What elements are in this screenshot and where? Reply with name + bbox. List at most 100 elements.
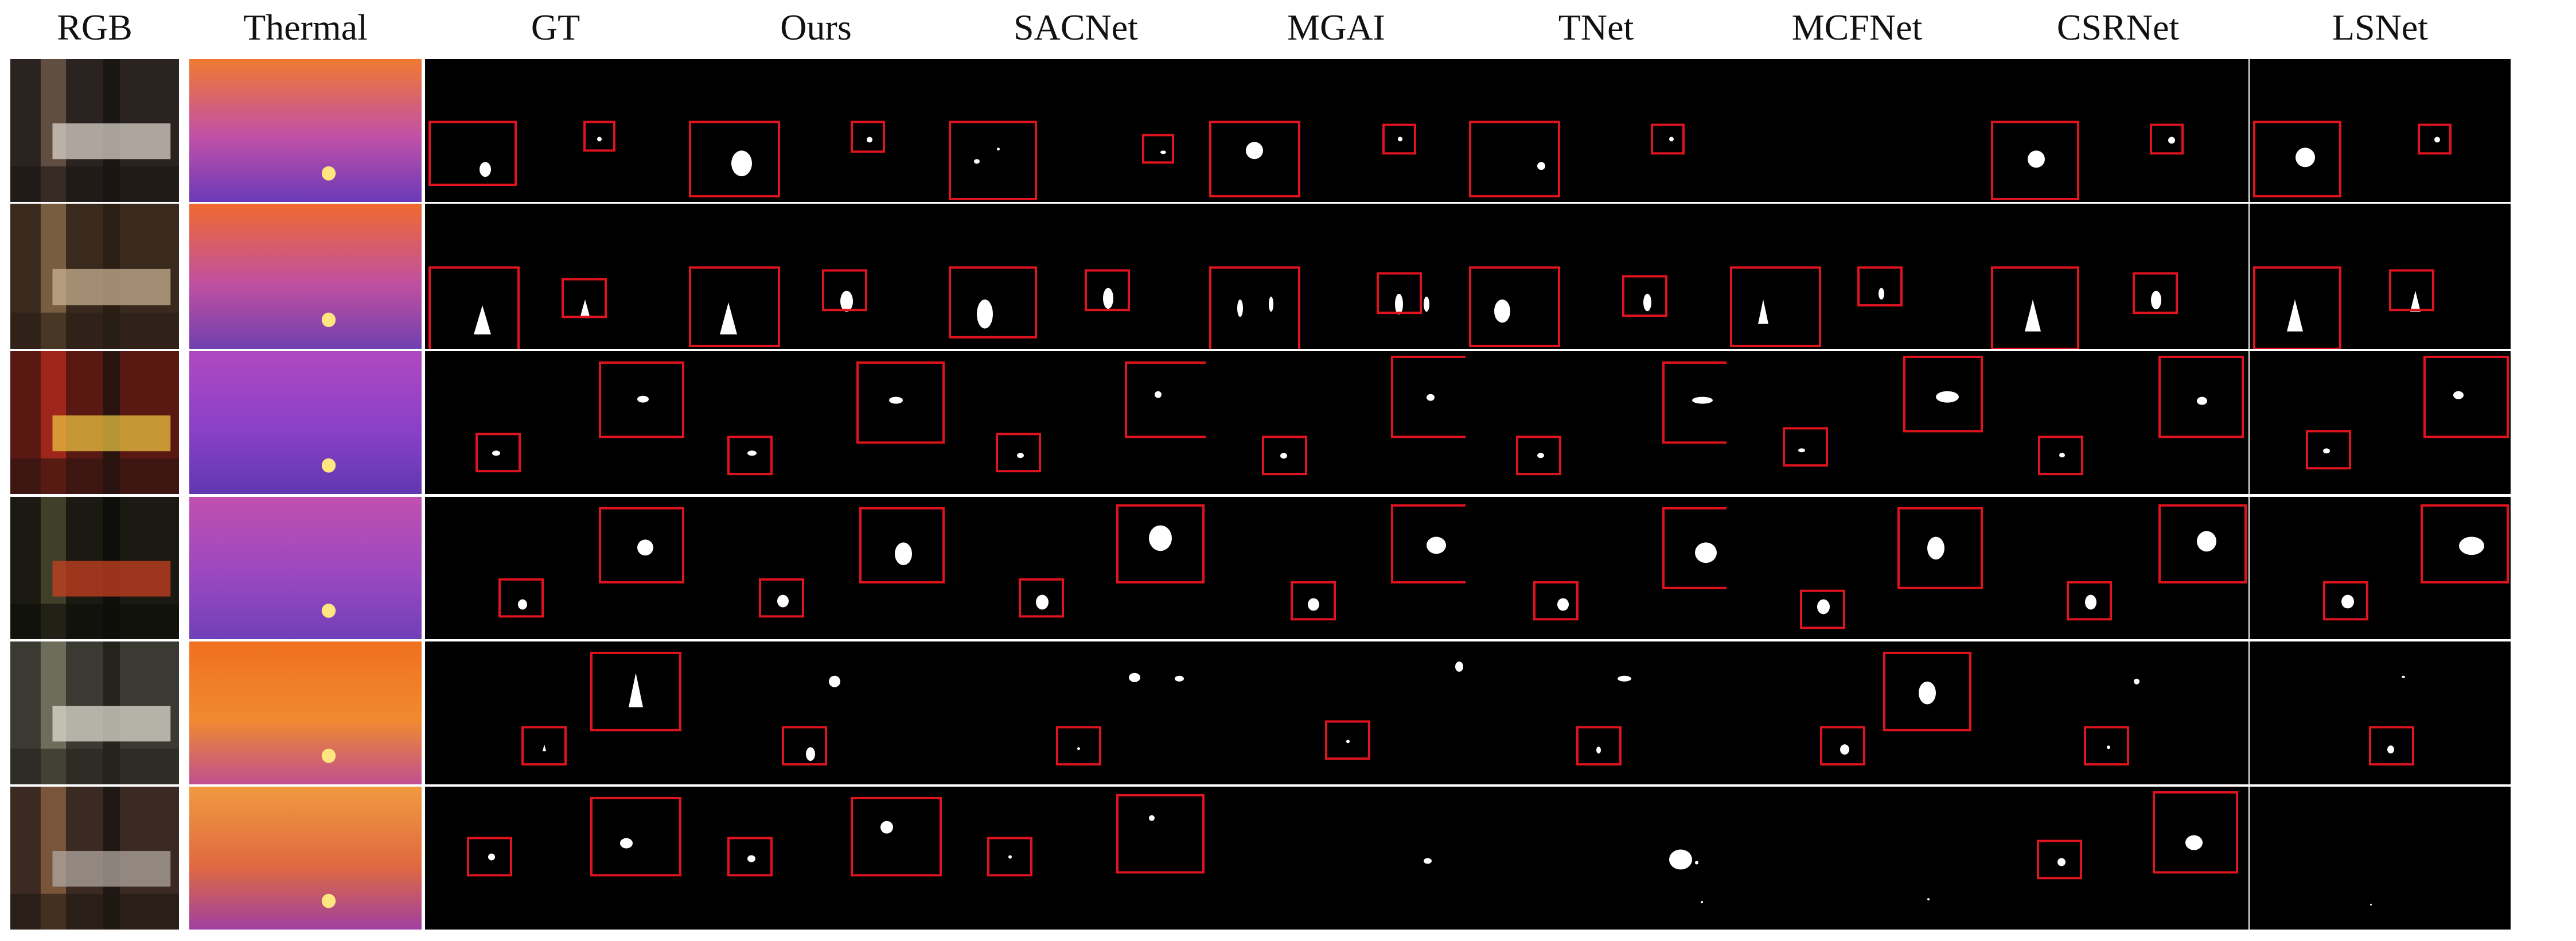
saliency-mask — [1727, 59, 1987, 202]
cell-csrnet-row-4 — [1987, 497, 2248, 639]
cell-thermal-row-1 — [189, 59, 422, 202]
saliency-mask — [685, 59, 946, 202]
saliency-mask — [1206, 351, 1467, 494]
cell-ours-row-5 — [685, 641, 946, 784]
cell-mcfnet-row-5 — [1727, 641, 1987, 784]
saliency-mask — [1987, 204, 2248, 349]
saliency-mask — [1206, 787, 1467, 930]
cell-tnet-row-6 — [1466, 787, 1727, 930]
thermal-image — [189, 641, 422, 784]
saliency-mask — [1466, 351, 1727, 494]
cell-mcfnet-row-3 — [1727, 351, 1987, 494]
rgb-image — [10, 59, 179, 202]
saliency-mask — [1727, 497, 1987, 639]
cell-sacnet-row-2 — [945, 204, 1206, 349]
saliency-mask — [1727, 204, 1987, 349]
cell-csrnet-row-2 — [1987, 204, 2248, 349]
thermal-image — [189, 497, 422, 639]
cell-mcfnet-row-4 — [1727, 497, 1987, 639]
cell-rgb-row-3 — [10, 351, 179, 494]
column-header-mcfnet: MCFNet — [1791, 7, 1923, 48]
cell-ours-row-4 — [685, 497, 946, 639]
saliency-mask — [1466, 787, 1727, 930]
cell-tnet-row-5 — [1466, 641, 1727, 784]
rgb-image — [10, 204, 179, 349]
saliency-mask — [945, 497, 1206, 639]
cell-gt-row-3 — [425, 351, 686, 494]
cell-csrnet-row-3 — [1987, 351, 2248, 494]
column-header-sacnet: SACNet — [1014, 7, 1138, 48]
cell-tnet-row-3 — [1466, 351, 1727, 494]
cell-lsnet-row-2 — [2250, 204, 2511, 349]
saliency-mask — [1466, 59, 1727, 202]
cell-rgb-row-4 — [10, 497, 179, 639]
saliency-mask — [425, 59, 686, 202]
saliency-mask — [1727, 787, 1987, 930]
saliency-mask — [2250, 351, 2511, 494]
cell-rgb-row-6 — [10, 787, 179, 930]
cell-rgb-row-1 — [10, 59, 179, 202]
thermal-image — [189, 351, 422, 494]
rgb-image — [10, 497, 179, 639]
saliency-mask — [945, 641, 1206, 784]
saliency-mask — [425, 351, 686, 494]
cell-gt-row-5 — [425, 641, 686, 784]
saliency-mask — [945, 787, 1206, 930]
saliency-mask — [425, 497, 686, 639]
saliency-mask — [945, 59, 1206, 202]
saliency-mask — [1466, 497, 1727, 639]
cell-tnet-row-1 — [1466, 59, 1727, 202]
saliency-mask — [1206, 204, 1467, 349]
column-header-thermal: Thermal — [243, 7, 368, 48]
saliency-mask — [1206, 59, 1467, 202]
cell-tnet-row-2 — [1466, 204, 1727, 349]
saliency-mask — [1987, 59, 2248, 202]
cell-ours-row-6 — [685, 787, 946, 930]
cell-mcfnet-row-1 — [1727, 59, 1987, 202]
column-header-rgb: RGB — [57, 7, 132, 48]
cell-gt-row-1 — [425, 59, 686, 202]
cell-ours-row-1 — [685, 59, 946, 202]
cell-sacnet-row-1 — [945, 59, 1206, 202]
saliency-mask — [1206, 497, 1467, 639]
cell-lsnet-row-3 — [2250, 351, 2511, 494]
saliency-mask — [1727, 351, 1987, 494]
cell-gt-row-6 — [425, 787, 686, 930]
cell-gt-row-4 — [425, 497, 686, 639]
column-header-ours: Ours — [780, 7, 852, 48]
cell-ours-row-2 — [685, 204, 946, 349]
saliency-mask — [1206, 641, 1467, 784]
column-header-mgai: MGAI — [1287, 7, 1385, 48]
saliency-mask — [425, 204, 686, 349]
cell-sacnet-row-6 — [945, 787, 1206, 930]
cell-lsnet-row-6 — [2250, 787, 2511, 930]
cell-lsnet-row-4 — [2250, 497, 2511, 639]
cell-mgai-row-4 — [1206, 497, 1467, 639]
saliency-mask — [2250, 787, 2511, 930]
saliency-mask — [1987, 787, 2248, 930]
saliency-mask — [685, 787, 946, 930]
cell-mgai-row-5 — [1206, 641, 1467, 784]
saliency-mask — [1987, 641, 2248, 784]
cell-sacnet-row-3 — [945, 351, 1206, 494]
saliency-mask — [2250, 641, 2511, 784]
saliency-mask — [685, 351, 946, 494]
rgb-image — [10, 787, 179, 930]
cell-mgai-row-6 — [1206, 787, 1467, 930]
cell-csrnet-row-5 — [1987, 641, 2248, 784]
saliency-mask — [2250, 497, 2511, 639]
cell-lsnet-row-1 — [2250, 59, 2511, 202]
cell-mcfnet-row-2 — [1727, 204, 1987, 349]
cell-thermal-row-6 — [189, 787, 422, 930]
cell-sacnet-row-4 — [945, 497, 1206, 639]
saliency-mask — [425, 787, 686, 930]
saliency-mask — [1987, 351, 2248, 494]
cell-csrnet-row-1 — [1987, 59, 2248, 202]
cell-ours-row-3 — [685, 351, 946, 494]
saliency-mask — [685, 641, 946, 784]
saliency-mask — [425, 641, 686, 784]
saliency-mask — [685, 204, 946, 349]
cell-rgb-row-2 — [10, 204, 179, 349]
cell-thermal-row-3 — [189, 351, 422, 494]
